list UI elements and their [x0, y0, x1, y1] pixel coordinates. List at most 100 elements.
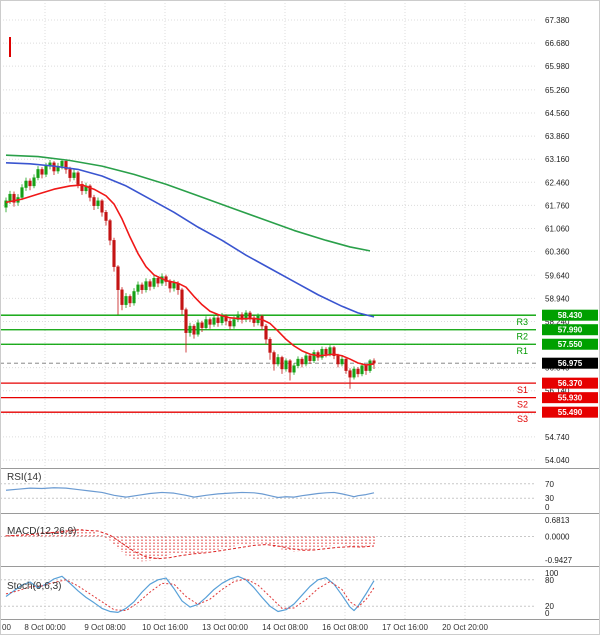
candle-body [332, 347, 336, 356]
candle-body [44, 165, 48, 175]
candle-body [132, 291, 136, 304]
axis-badge-s1 [542, 377, 598, 389]
candle-body [288, 360, 292, 373]
candle-body [324, 348, 328, 355]
indicator-axis-label: 0 [545, 609, 550, 618]
candle-body [92, 197, 96, 206]
candle-body [352, 368, 356, 378]
candle-body [208, 319, 212, 325]
time-axis-label: 13 Oct 00:00 [202, 623, 248, 632]
candle-body [336, 355, 340, 365]
candle-body [320, 348, 324, 358]
indicator-axis-label: 80 [545, 576, 554, 585]
candle-body [272, 352, 276, 365]
candle-body [40, 169, 44, 175]
indicator-axis-label: 30 [545, 494, 554, 503]
indicator-axis-label: 0.6813 [545, 516, 570, 525]
ma-mid-blue [5, 162, 375, 318]
time-axis-label: 20 Oct 20:00 [442, 623, 488, 632]
indicator-axis-label: 70 [545, 480, 554, 489]
candle-body [348, 370, 352, 378]
candle-body [304, 355, 308, 365]
time-axis-label: 8 Oct 00:00 [24, 623, 66, 632]
candle-body [308, 355, 312, 361]
candle-body [232, 319, 236, 327]
price-axis-label: 54.740 [545, 433, 570, 442]
candle-body [96, 200, 100, 206]
candle-body [72, 172, 76, 178]
candle-body [116, 266, 120, 291]
candle-body [8, 193, 12, 201]
candle-body [28, 180, 32, 187]
candle-body [128, 296, 132, 304]
axis-badge-current-price-text: 56.975 [558, 359, 583, 368]
axis-badge-s1-text: 56.370 [558, 379, 583, 388]
axis-badge-r1 [542, 338, 598, 350]
pivot-label-s2: S2 [517, 400, 528, 410]
candle-body [20, 187, 24, 198]
indicator-axis-label: 100 [545, 569, 559, 578]
candle-body [312, 352, 316, 361]
candle-body [12, 193, 16, 203]
candle-body [144, 281, 148, 291]
candle-body [268, 339, 272, 353]
axis-badge-s2 [542, 392, 598, 404]
candle-body [36, 169, 40, 178]
axis-badge-r3 [542, 309, 598, 321]
indicator-axis-label: 0 [545, 503, 550, 512]
pivot-label-r2: R2 [516, 332, 528, 342]
candle-body [344, 358, 348, 371]
candle-body [228, 320, 232, 327]
pivot-label-s3: S3 [517, 414, 528, 424]
axis-badge-r3-text: 58.430 [558, 311, 583, 320]
candle-body [100, 200, 104, 213]
price-axis-label: 58.940 [545, 294, 570, 303]
candle-body [368, 360, 372, 371]
price-axis-label: 59.640 [545, 271, 570, 280]
price-axis-label: 63.860 [545, 132, 570, 141]
time-axis-label: 17 Oct 16:00 [382, 623, 428, 632]
candle-body [108, 220, 112, 241]
axis-badge-s3-text: 55.490 [558, 408, 583, 417]
pivot-label-r3: R3 [516, 317, 528, 327]
candle-body [216, 317, 220, 323]
candle-body [340, 358, 344, 365]
price-axis-label: 63.160 [545, 155, 570, 164]
candle-body [104, 212, 108, 221]
candle-body [112, 240, 116, 267]
price-axis-label: 66.680 [545, 39, 570, 48]
candle-body [236, 314, 240, 320]
price-axis-label: 58.240 [545, 317, 570, 326]
price-axis-label: 65.260 [545, 86, 570, 95]
candle-body [4, 200, 8, 208]
time-axis-label: 10 Oct 16:00 [142, 623, 188, 632]
indicator-axis-label: -0.9427 [545, 556, 573, 565]
candle-body [280, 357, 284, 370]
candle-body [124, 296, 128, 305]
indicator-axis-label: 20 [545, 602, 554, 611]
price-axis-label: 64.560 [545, 109, 570, 118]
candle-body [220, 315, 224, 323]
candle-body [264, 325, 268, 340]
time-axis-label: 14 Oct 08:00 [262, 623, 308, 632]
axis-badge-r2 [542, 324, 598, 336]
candle-body [260, 315, 264, 327]
candle-body [200, 322, 204, 328]
candle-body [292, 365, 296, 373]
candle-body [172, 283, 176, 289]
axis-badge-s2-text: 55.930 [558, 394, 583, 403]
price-axis-label: 65.980 [545, 62, 570, 71]
pivot-label-r1: R1 [516, 346, 528, 356]
candle-body [88, 185, 92, 198]
time-axis-label: 00 [2, 623, 11, 632]
candle-body [184, 309, 188, 333]
pivot-label-s1: S1 [517, 385, 528, 395]
price-axis-label: 67.380 [545, 16, 570, 25]
stoch-k-line [5, 575, 375, 613]
candle-body [60, 160, 64, 167]
axis-badge-r1-text: 57.550 [558, 340, 583, 349]
price-axis-label: 56.140 [545, 387, 570, 396]
candle-body [148, 281, 152, 287]
